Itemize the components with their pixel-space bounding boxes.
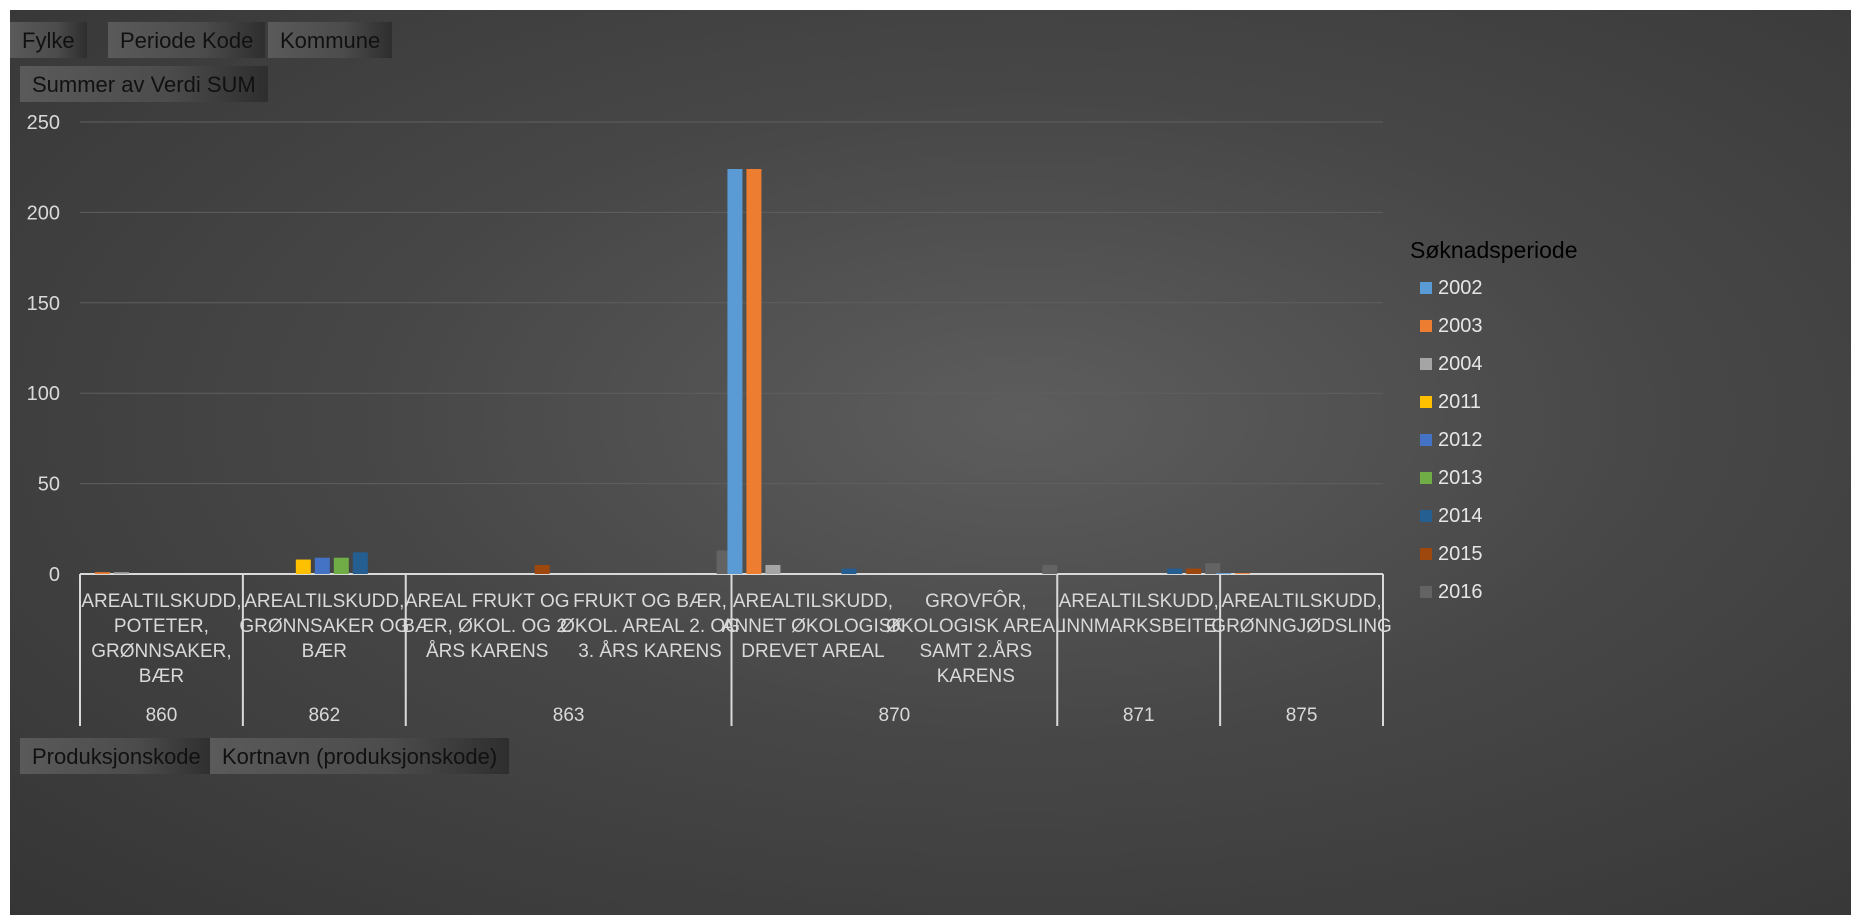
category-label: FRUKT OG BÆR,: [573, 591, 727, 612]
category-label: GROVFÔR,: [925, 590, 1026, 612]
group-code-label: 863: [553, 705, 585, 726]
filter-button-kommune[interactable]: Kommune: [268, 22, 393, 58]
bar-2015: [1186, 568, 1202, 574]
y-tick-label: 0: [49, 564, 60, 586]
bar-2016: [1205, 563, 1221, 574]
bar-2002: [727, 169, 743, 574]
category-label: AREAL FRUKT OG: [405, 591, 570, 612]
group-code-label: 871: [1123, 705, 1155, 726]
legend-swatch: [1420, 358, 1432, 370]
category-label: ÅRS KARENS: [426, 641, 548, 662]
category-label: ØKOL. AREAL 2. OG: [560, 616, 740, 637]
group-code-label: 875: [1286, 705, 1318, 726]
category-label: AREALTILSKUDD,: [1059, 591, 1219, 612]
category-label: KARENS: [937, 666, 1015, 687]
legend-label: 2004: [1438, 353, 1483, 375]
category-label: GRØNNSAKER OG: [239, 616, 409, 637]
category-label: INNMARKSBEITE: [1061, 616, 1216, 637]
group-code-label: 862: [308, 705, 340, 726]
legend-label: 2015: [1438, 543, 1483, 565]
category-label: DREVET AREAL: [741, 641, 884, 662]
filter-button-fylke[interactable]: Fylke: [10, 22, 87, 58]
bar-2003: [1235, 573, 1251, 574]
bar-2004: [113, 572, 129, 574]
legend-label: 2002: [1438, 277, 1483, 299]
category-label: ØKOLOGISK AREAL: [886, 616, 1066, 637]
legend-title: Søknadsperiode: [1410, 237, 1578, 263]
bar-2014: [841, 568, 857, 574]
bar-2016: [1042, 564, 1058, 574]
legend-label: 2011: [1438, 391, 1481, 413]
filter-button-periode-kode[interactable]: Periode Kode: [108, 22, 266, 58]
category-label: GRØNNSAKER,: [91, 641, 231, 662]
legend-swatch: [1420, 320, 1432, 332]
category-label: BÆR, ØKOL. OG 2.: [402, 616, 572, 637]
legend-swatch: [1420, 586, 1432, 598]
y-tick-label: 100: [27, 383, 60, 405]
legend-swatch: [1420, 472, 1432, 484]
group-code-label: 870: [879, 705, 911, 726]
bar-2004: [765, 564, 781, 574]
axis-field-button-kortnavn[interactable]: Kortnavn (produksjonskode): [210, 738, 510, 774]
pivot-chart-area: Fylke Periode Kode Kommune Summer av Ver…: [10, 10, 1851, 915]
category-label: BÆR: [139, 666, 184, 687]
chart-svg: 0 50 100 150 200 250 AREALTILSKUDD, POTETER, GRØ…: [27, 112, 1578, 726]
category-label: AREALTILSKUDD,: [1221, 591, 1381, 612]
legend-swatch: [1420, 548, 1432, 560]
legend-swatch: [1420, 282, 1432, 294]
bar-2003: [94, 572, 110, 574]
category-label: AREALTILSKUDD,: [81, 591, 241, 612]
category-label: BÆR: [302, 641, 347, 662]
category-label: 3. ÅRS KARENS: [578, 641, 722, 662]
category-label: SAMT 2.ÅRS: [919, 641, 1032, 662]
legend-label: 2013: [1438, 467, 1483, 489]
bar-2015: [534, 564, 550, 574]
bar-2013: [333, 557, 349, 574]
y-tick-label: 150: [27, 293, 60, 315]
value-field-button[interactable]: Summer av Verdi SUM: [20, 66, 268, 102]
group-code-label: 860: [146, 705, 178, 726]
y-tick-label: 200: [27, 202, 60, 224]
bar-2002: [1216, 573, 1232, 574]
category-label: AREALTILSKUDD,: [244, 591, 404, 612]
legend-swatch: [1420, 510, 1432, 522]
legend-swatch: [1420, 434, 1432, 446]
legend-swatch: [1420, 396, 1432, 408]
category-label: GRØNNGJØDSLING: [1211, 616, 1392, 637]
y-tick-label: 250: [27, 112, 60, 134]
legend-label: 2016: [1438, 581, 1483, 603]
bar-2014: [352, 552, 368, 574]
legend-label: 2003: [1438, 315, 1483, 337]
bar-2011: [295, 559, 311, 574]
category-label: POTETER,: [114, 616, 209, 637]
legend-label: 2014: [1438, 505, 1483, 527]
axis-field-button-produksjonskode[interactable]: Produksjonskode: [20, 738, 213, 774]
bar-2003: [746, 169, 762, 574]
bar-2012: [314, 557, 330, 574]
bar-2014: [1167, 568, 1183, 574]
y-tick-label: 50: [38, 474, 60, 496]
legend-label: 2012: [1438, 429, 1483, 451]
category-label: AREALTILSKUDD,: [733, 591, 893, 612]
category-label: ANNET ØKOLOGISK: [722, 616, 905, 637]
